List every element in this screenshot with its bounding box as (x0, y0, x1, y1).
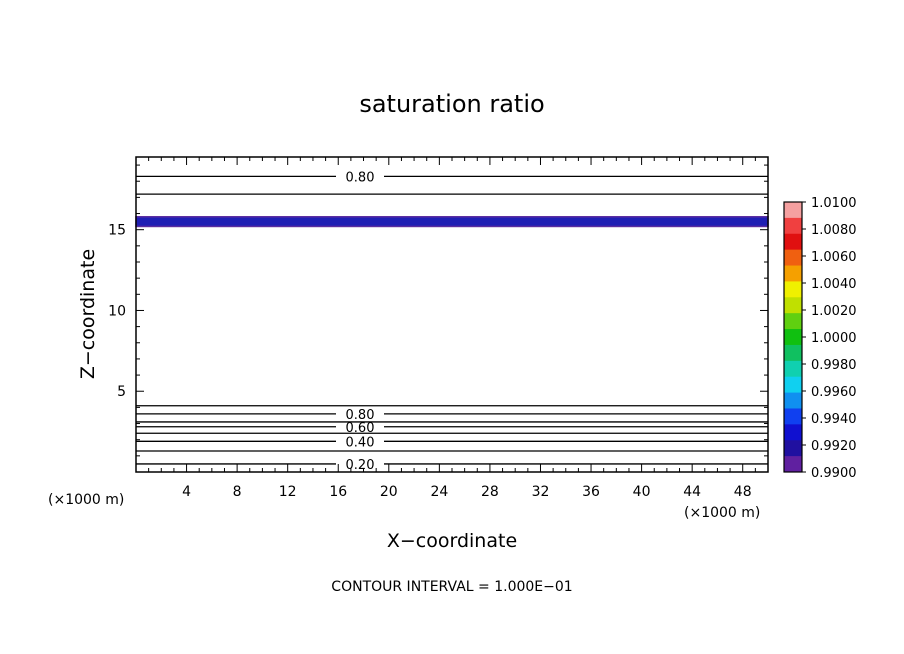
contour-label: 0.40 (346, 435, 375, 450)
colorbar-swatch (784, 440, 802, 457)
x-tick-label: 16 (329, 484, 347, 500)
x-tick-label: 28 (481, 484, 499, 500)
colorbar-swatch (784, 424, 802, 441)
colorbar-swatch (784, 281, 802, 298)
y-tick-label: 10 (108, 303, 126, 319)
colorbar-swatch (784, 456, 802, 473)
colorbar-label: 0.9920 (811, 439, 857, 454)
colorbar: 1.0100 1.0080 1.0060 1.0040 1.0020 1.0000 0.99… (783, 196, 857, 481)
colorbar-swatch (784, 217, 802, 235)
contour-label: 0.80 (346, 408, 375, 423)
x-tick-label: 12 (279, 484, 297, 500)
x-tick-label: 20 (380, 484, 398, 500)
colorbar-swatch (784, 344, 802, 362)
x-tick-label: 48 (734, 484, 752, 500)
x-axis-unit: (×1000 m) (684, 505, 760, 521)
x-tick-label: 4 (182, 484, 191, 500)
colorbar-label: 1.0060 (811, 250, 857, 265)
colorbar-label: 0.9960 (811, 385, 857, 400)
shaded-band (135, 216, 769, 228)
colorbar-label: 1.0040 (811, 277, 857, 292)
y-tick-label: 15 (108, 223, 126, 239)
y-tick-label: 5 (117, 384, 126, 400)
colorbar-swatch (784, 233, 802, 251)
colorbar-swatch (784, 313, 802, 330)
chart-title: saturation ratio (359, 90, 544, 118)
colorbar-swatch (784, 392, 802, 409)
colorbar-swatch (784, 297, 802, 314)
colorbar-label: 1.0100 (811, 196, 857, 211)
colorbar-label: 1.0000 (811, 331, 857, 346)
colorbar-swatch (784, 408, 802, 425)
x-axis-label: X−coordinate (387, 530, 517, 552)
y-axis-label: Z−coordinate (77, 249, 99, 379)
x-tick-label: 24 (430, 484, 448, 500)
plot-area: 0.800.800.600.400.204 8 12 16 20 24 28 32 36 40 44… (108, 156, 769, 500)
colorbar-label: 0.9940 (811, 412, 857, 427)
x-tick-label: 36 (582, 484, 600, 500)
y-axis-unit: (×1000 m) (48, 492, 124, 508)
x-tick-label: 44 (683, 484, 701, 500)
colorbar-label: 0.9980 (811, 358, 857, 373)
colorbar-label: 1.0020 (811, 304, 857, 319)
plot-frame (135, 156, 769, 473)
colorbar-label: 0.9900 (811, 466, 857, 481)
colorbar-swatch (784, 360, 802, 378)
colorbar-swatch (784, 202, 802, 219)
colorbar-swatch (784, 249, 802, 267)
x-tick-label: 8 (233, 484, 242, 500)
x-tick-label: 40 (633, 484, 651, 500)
contour-label: 0.20 (346, 458, 375, 473)
colorbar-swatch (784, 376, 802, 394)
contour-label: 0.80 (346, 170, 375, 185)
colorbar-swatch (784, 329, 802, 346)
contour-label: 0.60 (346, 421, 375, 436)
colorbar-label: 1.0080 (811, 223, 857, 238)
contour-interval-note: CONTOUR INTERVAL = 1.000E−01 (331, 579, 572, 595)
colorbar-swatch (784, 265, 802, 282)
x-tick-label: 32 (532, 484, 550, 500)
